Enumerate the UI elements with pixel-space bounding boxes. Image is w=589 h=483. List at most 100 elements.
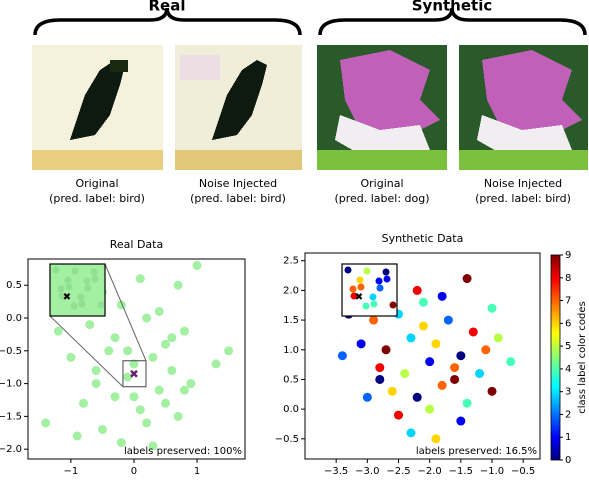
inset-dot (57, 285, 65, 293)
point (487, 303, 497, 313)
point (456, 351, 466, 361)
point (381, 345, 391, 355)
inset-dot (65, 283, 73, 291)
plot-area: ✖ (41, 261, 234, 451)
caption: Noise Injected (484, 177, 562, 190)
caption: (pred. label: bird) (49, 192, 145, 205)
point (192, 261, 202, 271)
colorbar-tick-label: 8 (565, 273, 571, 284)
point (443, 315, 453, 325)
image (317, 45, 447, 170)
point (72, 431, 82, 441)
x-tick-label: −3.5 (324, 466, 348, 477)
colorbar (550, 254, 561, 461)
point (167, 365, 177, 375)
inset-dot (389, 301, 397, 309)
x-tick-label: −1.5 (449, 466, 473, 477)
annotation: labels preserved: 16.5% (416, 446, 537, 457)
point (431, 434, 441, 444)
point (456, 416, 466, 426)
y-tick-label: 0.0 (283, 404, 299, 415)
group-label: Synthetic (412, 0, 493, 15)
image (32, 45, 163, 170)
point (91, 365, 101, 375)
point (394, 410, 404, 420)
x-tick-label: 0 (131, 466, 137, 477)
inset-dot (90, 268, 98, 276)
inset-dot (369, 293, 377, 301)
point (142, 418, 152, 428)
point (154, 306, 164, 316)
annotation: labels preserved: 100% (124, 446, 242, 457)
x-tick-label: −0.5 (511, 466, 535, 477)
x-tick-label: 1 (194, 466, 200, 477)
point (110, 392, 120, 402)
inset-dot (344, 266, 352, 274)
inset-dot (97, 301, 105, 309)
caption: Noise Injected (199, 177, 277, 190)
colorbar-tick-label: 2 (565, 409, 571, 420)
colorbar-tick-label: 9 (565, 250, 571, 261)
point (179, 385, 189, 395)
y-tick-label: 0.5 (6, 280, 22, 291)
point (425, 357, 435, 367)
point (375, 363, 385, 373)
caption: Original (360, 177, 403, 190)
inset-dot (375, 277, 383, 285)
inset-dot (83, 277, 91, 285)
brace (33, 7, 302, 36)
point (148, 352, 158, 362)
point (462, 398, 472, 408)
point (66, 352, 76, 362)
y-tick-label: 2.0 (283, 285, 299, 296)
point (400, 369, 410, 379)
point (506, 357, 516, 367)
point (148, 441, 158, 451)
point (425, 404, 435, 414)
x-tick-label: −1.0 (480, 466, 504, 477)
chart-title: Synthetic Data (382, 232, 464, 245)
point (104, 346, 114, 356)
point (129, 359, 139, 369)
point (53, 326, 63, 336)
point (123, 372, 133, 382)
inset-dot (350, 292, 358, 300)
point (161, 398, 171, 408)
inset-dot (77, 293, 85, 301)
point (129, 392, 139, 402)
inset-dot (71, 267, 79, 275)
point (450, 363, 460, 373)
inset-dot (383, 275, 391, 283)
plot-area: ✖ (337, 263, 516, 444)
brace (318, 7, 587, 36)
inset-dot (376, 284, 384, 292)
point (468, 327, 478, 337)
caption: (pred. label: bird) (475, 192, 571, 205)
point (142, 313, 152, 323)
zoom-line (49, 315, 124, 388)
colorbar-tick-label: 7 (565, 296, 571, 307)
point (462, 274, 472, 284)
inset-dot (363, 267, 371, 275)
point (173, 280, 183, 290)
y-tick-label: −1.5 (0, 411, 22, 422)
inset-dot (84, 284, 92, 292)
point (91, 379, 101, 389)
inset-marker: ✖ (355, 292, 363, 303)
point (97, 424, 107, 434)
y-tick-label: −1.0 (0, 379, 22, 390)
plot-frame (304, 252, 541, 460)
point (431, 339, 441, 349)
point (487, 386, 497, 396)
inset-dot (362, 302, 370, 310)
point (375, 374, 385, 384)
point (116, 438, 126, 448)
point (79, 398, 89, 408)
x-tick-label: −2.0 (418, 466, 442, 477)
inset-dot (52, 266, 60, 274)
y-tick-label: −0.5 (0, 346, 22, 357)
inset-marker: ✖ (63, 292, 71, 303)
point (186, 379, 196, 389)
x-tick-label: −2.5 (386, 466, 410, 477)
point (41, 418, 51, 428)
